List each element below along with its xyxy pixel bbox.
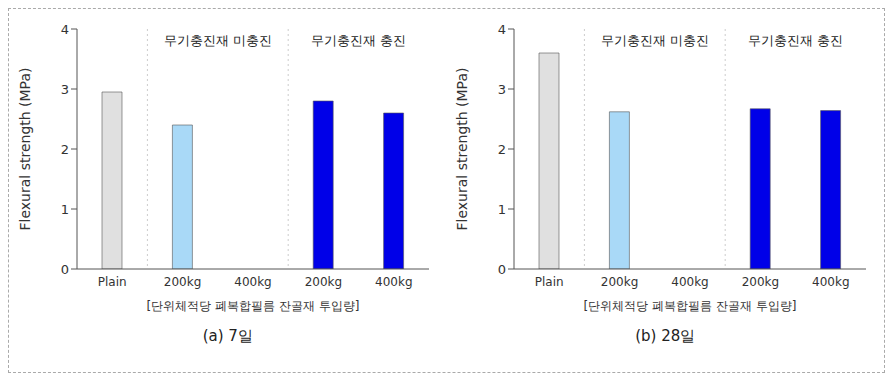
svg-text:4: 4 — [60, 22, 68, 37]
svg-text:400kg: 400kg — [812, 275, 849, 289]
svg-text:3: 3 — [60, 82, 68, 97]
svg-text:무기충진재 미충진: 무기충진재 미충진 — [601, 33, 709, 48]
svg-text:무기충진재 미충진: 무기충진재 미충진 — [163, 33, 271, 48]
svg-text:400kg: 400kg — [672, 275, 709, 289]
svg-text:무기충진재 충진: 무기충진재 충진 — [748, 33, 843, 48]
svg-text:Plain: Plain — [98, 275, 127, 289]
svg-text:4: 4 — [498, 22, 506, 37]
svg-text:Flexural strength (MPa): Flexural strength (MPa) — [454, 68, 470, 231]
svg-text:200kg: 200kg — [304, 275, 341, 289]
html-text:(b) 28일: (b) 28일 — [635, 327, 696, 345]
svg-text:1: 1 — [60, 202, 68, 217]
svg-text:Flexural strength (MPa): Flexural strength (MPa) — [17, 68, 33, 231]
svg-text:200kg: 200kg — [164, 275, 201, 289]
svg-text:400kg: 400kg — [234, 275, 271, 289]
svg-text:2: 2 — [60, 142, 68, 157]
svg-text:0: 0 — [60, 262, 68, 277]
svg-text:Plain: Plain — [535, 275, 564, 289]
html-text:(a) 7일: (a) 7일 — [202, 327, 253, 345]
svg-text:2: 2 — [498, 142, 506, 157]
svg-text:200kg: 200kg — [601, 275, 638, 289]
svg-text:3: 3 — [498, 82, 506, 97]
svg-text:200kg: 200kg — [742, 275, 779, 289]
svg-text:[단위체적당 폐복합필름 잔골재 투입량]: [단위체적당 폐복합필름 잔골재 투입량] — [584, 299, 797, 313]
svg-text:무기충진재 충진: 무기충진재 충진 — [311, 33, 406, 48]
svg-text:0: 0 — [498, 262, 506, 277]
svg-text:[단위체적당 폐복합필름 잔골재 투입량]: [단위체적당 폐복합필름 잔골재 투입량] — [146, 299, 359, 313]
svg-text:400kg: 400kg — [375, 275, 412, 289]
svg-text:1: 1 — [498, 202, 506, 217]
